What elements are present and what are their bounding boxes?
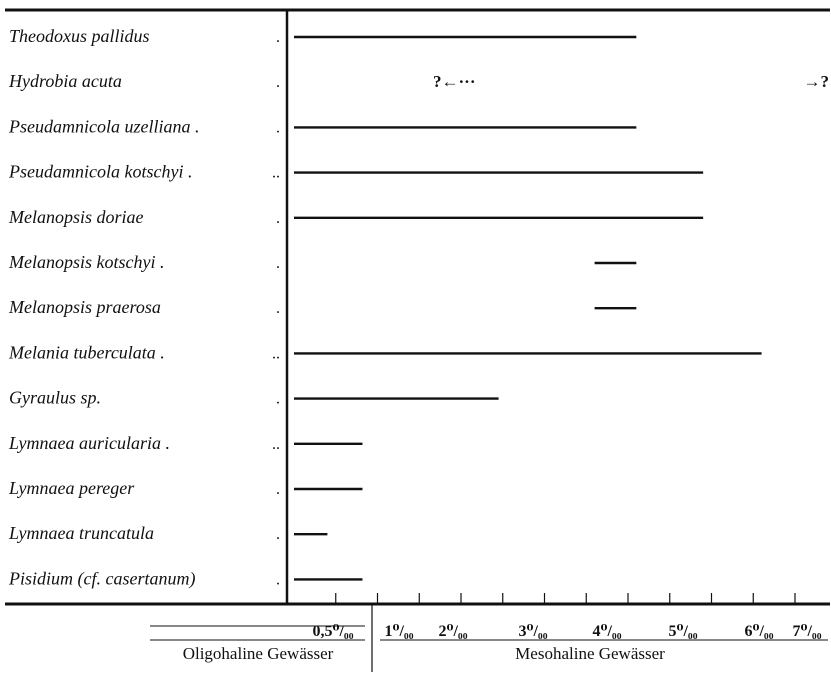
x-tick-labels: 0,5⁰/₀₀ 1⁰/₀₀ 2⁰/₀₀ 3⁰/₀₀ 4⁰/₀₀ 5⁰/₀₀ 6⁰/₀₀ 7⁰/… (312, 623, 821, 640)
x-ticks (335, 593, 796, 604)
species-label: Melanopsis praerosa (8, 297, 161, 317)
leader-dots: . (276, 481, 280, 498)
zone-label: Oligohaline Gewässer (183, 644, 334, 663)
leader-dots: . (276, 391, 280, 408)
species-label: Lymnaea truncatula (8, 523, 154, 543)
tick-label: 3⁰/₀₀ (518, 623, 547, 640)
tick-label: 6⁰/₀₀ (744, 623, 773, 640)
uncertain-left-arrow: ?←··· (433, 72, 476, 91)
tick-label: 1⁰/₀₀ (384, 623, 413, 640)
tick-label: 0,5⁰/₀₀ (312, 623, 353, 640)
species-label: Melanopsis doriae (8, 207, 144, 227)
species-label: Theodoxus pallidus (9, 26, 150, 46)
leader-dots: . (276, 300, 280, 317)
leader-dots: . (276, 210, 280, 227)
leader-dots: . (276, 571, 280, 588)
species-label: Gyraulus sp. (9, 388, 101, 408)
tick-label: 2⁰/₀₀ (438, 623, 467, 640)
species-rows: Theodoxus pallidus . Hydrobia acuta. ?←··· →… (8, 26, 829, 589)
leader-dots: .. (272, 345, 280, 362)
leader-dots: . (276, 74, 280, 91)
species-label: Melania tuberculata . (8, 342, 165, 362)
leader-dots: .. (272, 436, 280, 453)
leader-dots: . (276, 29, 280, 46)
leader-dots: . (276, 526, 280, 543)
species-label: Hydrobia acuta (8, 71, 122, 91)
tick-label: 4⁰/₀₀ (592, 623, 621, 640)
tick-label: 5⁰/₀₀ (668, 623, 697, 640)
zone-label: Mesohaline Gewässer (515, 644, 665, 663)
leader-dots: . (276, 255, 280, 272)
species-label: Lymnaea auricularia . (8, 433, 170, 453)
leader-dots: .. (272, 165, 280, 182)
species-label: Melanopsis kotschyi . (8, 252, 164, 272)
tick-label: 7⁰/₀₀ (792, 623, 821, 640)
zone-labels: Oligohaline Gewässer Mesohaline Gewässer (183, 644, 665, 663)
species-label: Lymnaea pereger (8, 478, 135, 498)
species-label: Pisidium (cf. casertanum) (8, 568, 195, 589)
species-label: Pseudamnicola kotschyi . (8, 162, 192, 182)
species-label: Pseudamnicola uzelliana . (8, 116, 199, 136)
uncertain-right-arrow: →? (804, 72, 830, 91)
leader-dots: . (276, 119, 280, 136)
